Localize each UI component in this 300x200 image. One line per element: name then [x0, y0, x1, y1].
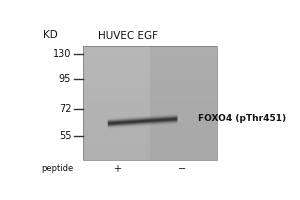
Text: +: + — [112, 164, 121, 174]
Text: HUVEC EGF: HUVEC EGF — [98, 31, 158, 41]
Text: FOXO4 (pThr451): FOXO4 (pThr451) — [198, 114, 286, 123]
Text: 72: 72 — [59, 104, 71, 114]
Text: 55: 55 — [59, 131, 71, 141]
Text: 95: 95 — [59, 74, 71, 84]
Bar — [83, 46, 217, 160]
Text: −: − — [178, 164, 186, 174]
Text: 130: 130 — [53, 49, 71, 59]
Text: KD: KD — [43, 30, 58, 40]
Text: peptide: peptide — [41, 164, 74, 173]
